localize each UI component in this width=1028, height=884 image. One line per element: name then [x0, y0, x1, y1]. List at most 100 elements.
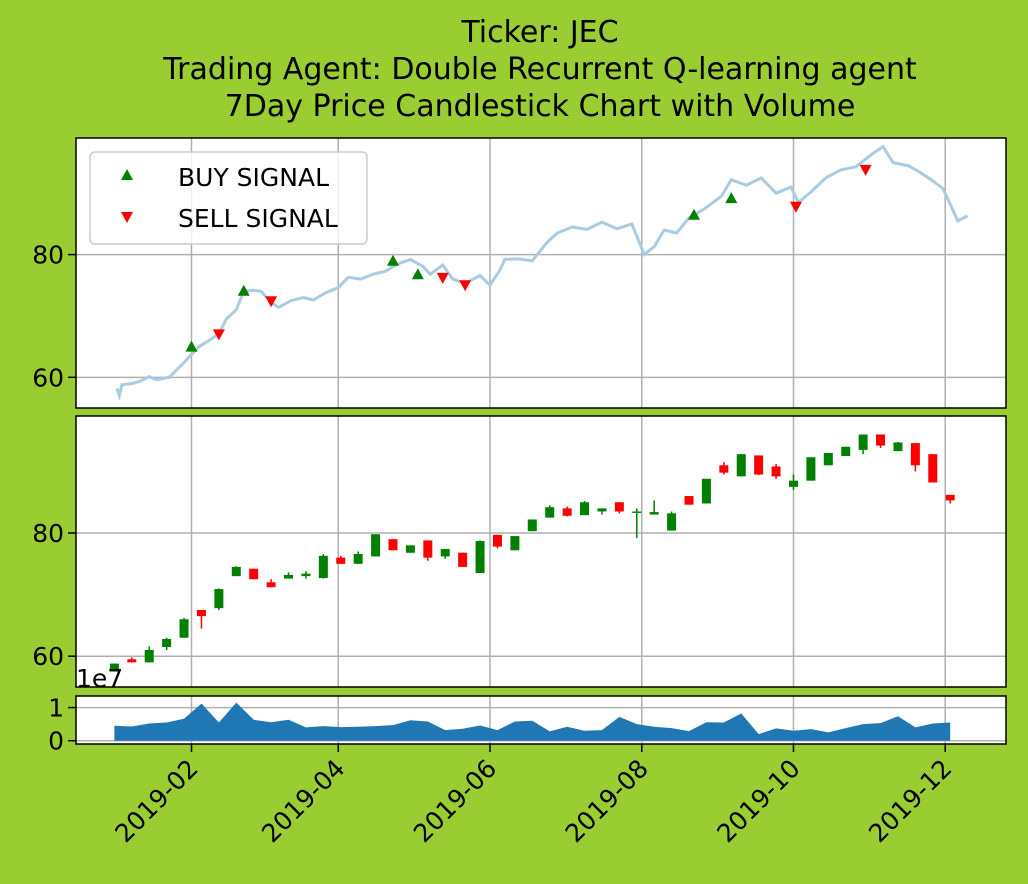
candle-body [405, 545, 415, 553]
candle-panel-y-ticks: 60 80 [32, 519, 76, 671]
candle [318, 553, 328, 579]
candle-body [284, 574, 294, 579]
candle [162, 637, 172, 651]
candle-body [876, 434, 886, 446]
candle-body [562, 508, 572, 516]
candle-body [371, 534, 381, 557]
candle-body [301, 573, 311, 577]
candle-body [788, 480, 798, 487]
buy-signal-marker [687, 208, 700, 220]
candle-body [527, 519, 537, 532]
chart-title: Ticker: JEC Trading Agent: Double Recurr… [0, 14, 1028, 125]
candle-body [649, 512, 659, 515]
legend-buy-marker [121, 169, 133, 180]
candle-body [179, 619, 189, 638]
candle [284, 572, 294, 579]
candle [823, 452, 833, 466]
candle-body [910, 443, 920, 466]
candle [527, 519, 537, 532]
candle [701, 478, 711, 504]
buy-signal-marker [185, 340, 198, 352]
panel-price-signals: 60 80 BUY SIGNAL SELL SIGNAL [32, 137, 1007, 409]
price-panel-y-ticks: 60 80 [32, 241, 76, 392]
sell-signal-marker [212, 329, 225, 341]
buy-signal-marker [411, 268, 424, 280]
candle-body [109, 663, 119, 672]
candle-panel-grid [76, 416, 1006, 687]
candle [562, 506, 572, 517]
candle [771, 464, 781, 479]
candle [684, 496, 694, 505]
candle-body [684, 496, 694, 505]
candle [353, 551, 363, 564]
candle-body [336, 557, 346, 564]
candle-body [614, 502, 624, 512]
buy-signal-marker [237, 284, 250, 296]
x-tick-label: 2019-10 [711, 754, 805, 848]
candle-body [127, 659, 137, 663]
candle-body [388, 539, 398, 551]
candle [614, 502, 624, 514]
candle-body [771, 466, 781, 477]
candle-body [214, 589, 224, 609]
candle-body [580, 502, 590, 516]
candle [928, 454, 938, 483]
candle [475, 540, 485, 574]
candle [754, 455, 764, 476]
candle [109, 663, 119, 672]
y-tick-label: 0 [48, 727, 64, 756]
x-tick-label: 2019-02 [109, 754, 203, 848]
candle-body [545, 507, 555, 518]
trade-signal-markers [185, 164, 872, 352]
candlesticks [109, 434, 955, 672]
candle [841, 446, 851, 457]
candle [736, 454, 746, 477]
volume-panel-y-ticks: 01 [48, 694, 76, 756]
candle-body [249, 568, 259, 580]
y-tick-label: 80 [32, 241, 64, 270]
candle-body [266, 582, 276, 588]
candle-body [719, 465, 729, 473]
candle [858, 434, 868, 455]
panel-volume: 01 1e7 [48, 664, 1007, 756]
sell-signal-marker [436, 272, 449, 284]
buy-signal-marker [725, 192, 738, 204]
candle-body [945, 494, 955, 501]
legend-sell-marker [121, 212, 133, 223]
volume-area [114, 702, 951, 741]
legend: BUY SIGNAL SELL SIGNAL [89, 151, 368, 245]
candle [405, 545, 415, 553]
candle [127, 657, 137, 663]
candle [179, 618, 189, 638]
candle [876, 434, 886, 449]
candle-body [144, 650, 154, 663]
candle-body [928, 454, 938, 483]
candle [667, 511, 677, 531]
price-line [115, 144, 969, 402]
y-tick-label: 80 [32, 519, 64, 548]
x-tick-label: 2019-06 [408, 754, 502, 848]
candle-body [701, 478, 711, 504]
candle-body [823, 452, 833, 466]
candle [144, 646, 154, 663]
candle [492, 534, 502, 549]
panel-candles: 60 80 [32, 415, 1007, 688]
candle-body [353, 553, 363, 564]
legend-sell-label: SELL SIGNAL [178, 204, 338, 233]
candle [580, 500, 590, 516]
candle-body [440, 549, 450, 557]
y-tick-label: 60 [32, 363, 64, 392]
candle [440, 549, 450, 559]
candle-body [667, 513, 677, 531]
candle [510, 536, 520, 551]
title-line-1: Ticker: JEC [461, 15, 619, 50]
x-axis-ticks: 2019-02 2019-04 2019-06 2019-08 2019-10 2019-… [109, 744, 957, 848]
candle-body [632, 511, 642, 513]
x-tick-label: 2019-08 [560, 754, 654, 848]
panel-candles-background [76, 416, 1006, 687]
volume-offset-label: 1e7 [76, 664, 123, 693]
candle-body [858, 434, 868, 450]
candle-body [492, 534, 502, 547]
sell-signal-marker [789, 201, 802, 213]
